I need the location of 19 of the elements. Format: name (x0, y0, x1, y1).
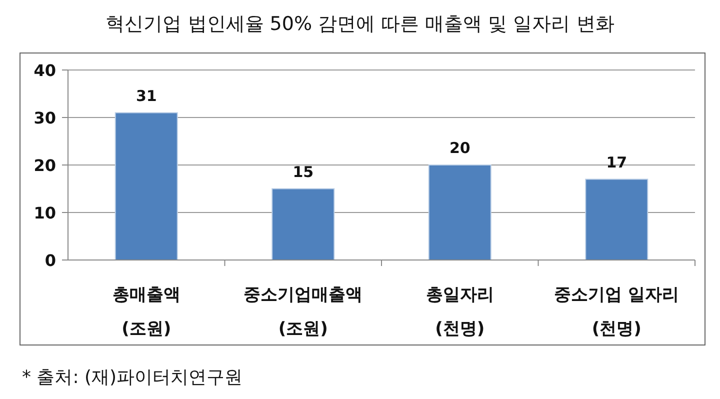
data-label: 17 (606, 153, 628, 172)
x-tick-label: 중소기업 일자리 (천명) (554, 285, 680, 339)
data-label: 15 (292, 162, 314, 181)
bar (272, 188, 335, 260)
bar (428, 164, 492, 260)
y-tick-label: 20 (34, 156, 56, 175)
x-tick-label: 중소기업매출액 (조원) (244, 285, 363, 339)
x-tick-label: 총매출액 (조원) (112, 285, 180, 339)
y-tick-label: 40 (34, 61, 56, 80)
x-tick-label: 총일자리 (천명) (426, 285, 494, 339)
data-label: 20 (449, 139, 470, 157)
bar (114, 112, 178, 260)
y-tick-label: 10 (34, 204, 56, 222)
data-label: 31 (136, 86, 157, 105)
bar (585, 178, 648, 260)
y-tick-label: 0 (44, 251, 56, 270)
text: * 출처: (재)파이터치연구원 (22, 367, 243, 388)
y-tick-label: 30 (34, 108, 56, 128)
chart-title: 혁신기업 법인세율 50% 감면에 따른 매출액 및 일자리 변화 (106, 13, 614, 35)
